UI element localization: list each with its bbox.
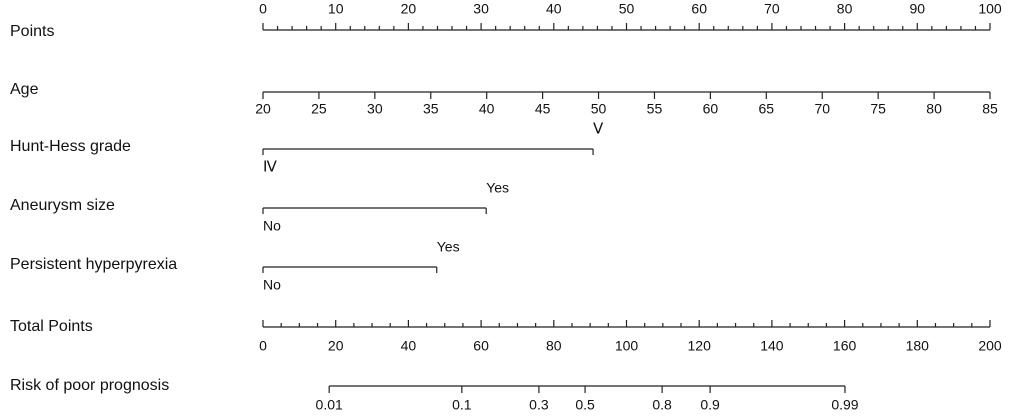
tick-label: 90 (910, 1, 926, 17)
tick-label: 55 (647, 101, 663, 117)
tick-label: 25 (311, 101, 327, 117)
tick-label: 180 (906, 338, 930, 354)
tick-label: 35 (423, 101, 439, 117)
tick-label: 10 (328, 1, 344, 17)
tick-label: 0 (259, 338, 267, 354)
tick-label: 40 (479, 101, 495, 117)
tick-label: 40 (401, 338, 417, 354)
level-label: No (263, 277, 281, 293)
tick-label: 0.3 (529, 397, 549, 413)
tick-label: 70 (814, 101, 830, 117)
level-label: Yes (486, 180, 509, 196)
row-label: Points (10, 23, 54, 40)
row-label: Age (10, 81, 39, 98)
tick-label: 100 (978, 1, 1002, 17)
tick-label: 0.99 (831, 397, 858, 413)
tick-label: 200 (978, 338, 1002, 354)
tick-label: 70 (764, 1, 780, 17)
tick-label: 60 (473, 338, 489, 354)
level-label: No (263, 218, 281, 234)
tick-label: 80 (546, 338, 562, 354)
tick-label: 0.5 (575, 397, 595, 413)
row-label: Total Points (10, 318, 93, 335)
tick-label: 0.8 (652, 397, 672, 413)
row-label: Hunt-Hess grade (10, 138, 131, 155)
tick-label: 30 (473, 1, 489, 17)
tick-label: 120 (688, 338, 712, 354)
tick-label: 100 (615, 338, 639, 354)
level-label: Ⅴ (593, 121, 604, 137)
tick-label: 75 (870, 101, 886, 117)
tick-label: 65 (759, 101, 775, 117)
tick-label: 85 (982, 101, 998, 117)
tick-label: 0.9 (700, 397, 720, 413)
row-label: Risk of poor prognosis (10, 377, 169, 394)
level-label: Ⅳ (263, 159, 277, 175)
tick-label: 50 (591, 101, 607, 117)
level-label: Yes (437, 239, 460, 255)
tick-label: 0.01 (316, 397, 343, 413)
tick-label: 50 (619, 1, 635, 17)
tick-label: 30 (367, 101, 383, 117)
tick-label: 60 (703, 101, 719, 117)
tick-label: 20 (401, 1, 417, 17)
tick-label: 140 (760, 338, 784, 354)
tick-label: 60 (691, 1, 707, 17)
tick-label: 80 (926, 101, 942, 117)
row-label: Aneurysm size (10, 197, 115, 214)
row-label: Persistent hyperpyrexia (10, 256, 177, 273)
tick-label: 20 (328, 338, 344, 354)
tick-label: 20 (255, 101, 271, 117)
tick-label: 45 (535, 101, 551, 117)
tick-label: 0 (259, 1, 267, 17)
tick-label: 160 (833, 338, 857, 354)
tick-label: 80 (837, 1, 853, 17)
tick-label: 0.1 (452, 397, 472, 413)
tick-label: 40 (546, 1, 562, 17)
